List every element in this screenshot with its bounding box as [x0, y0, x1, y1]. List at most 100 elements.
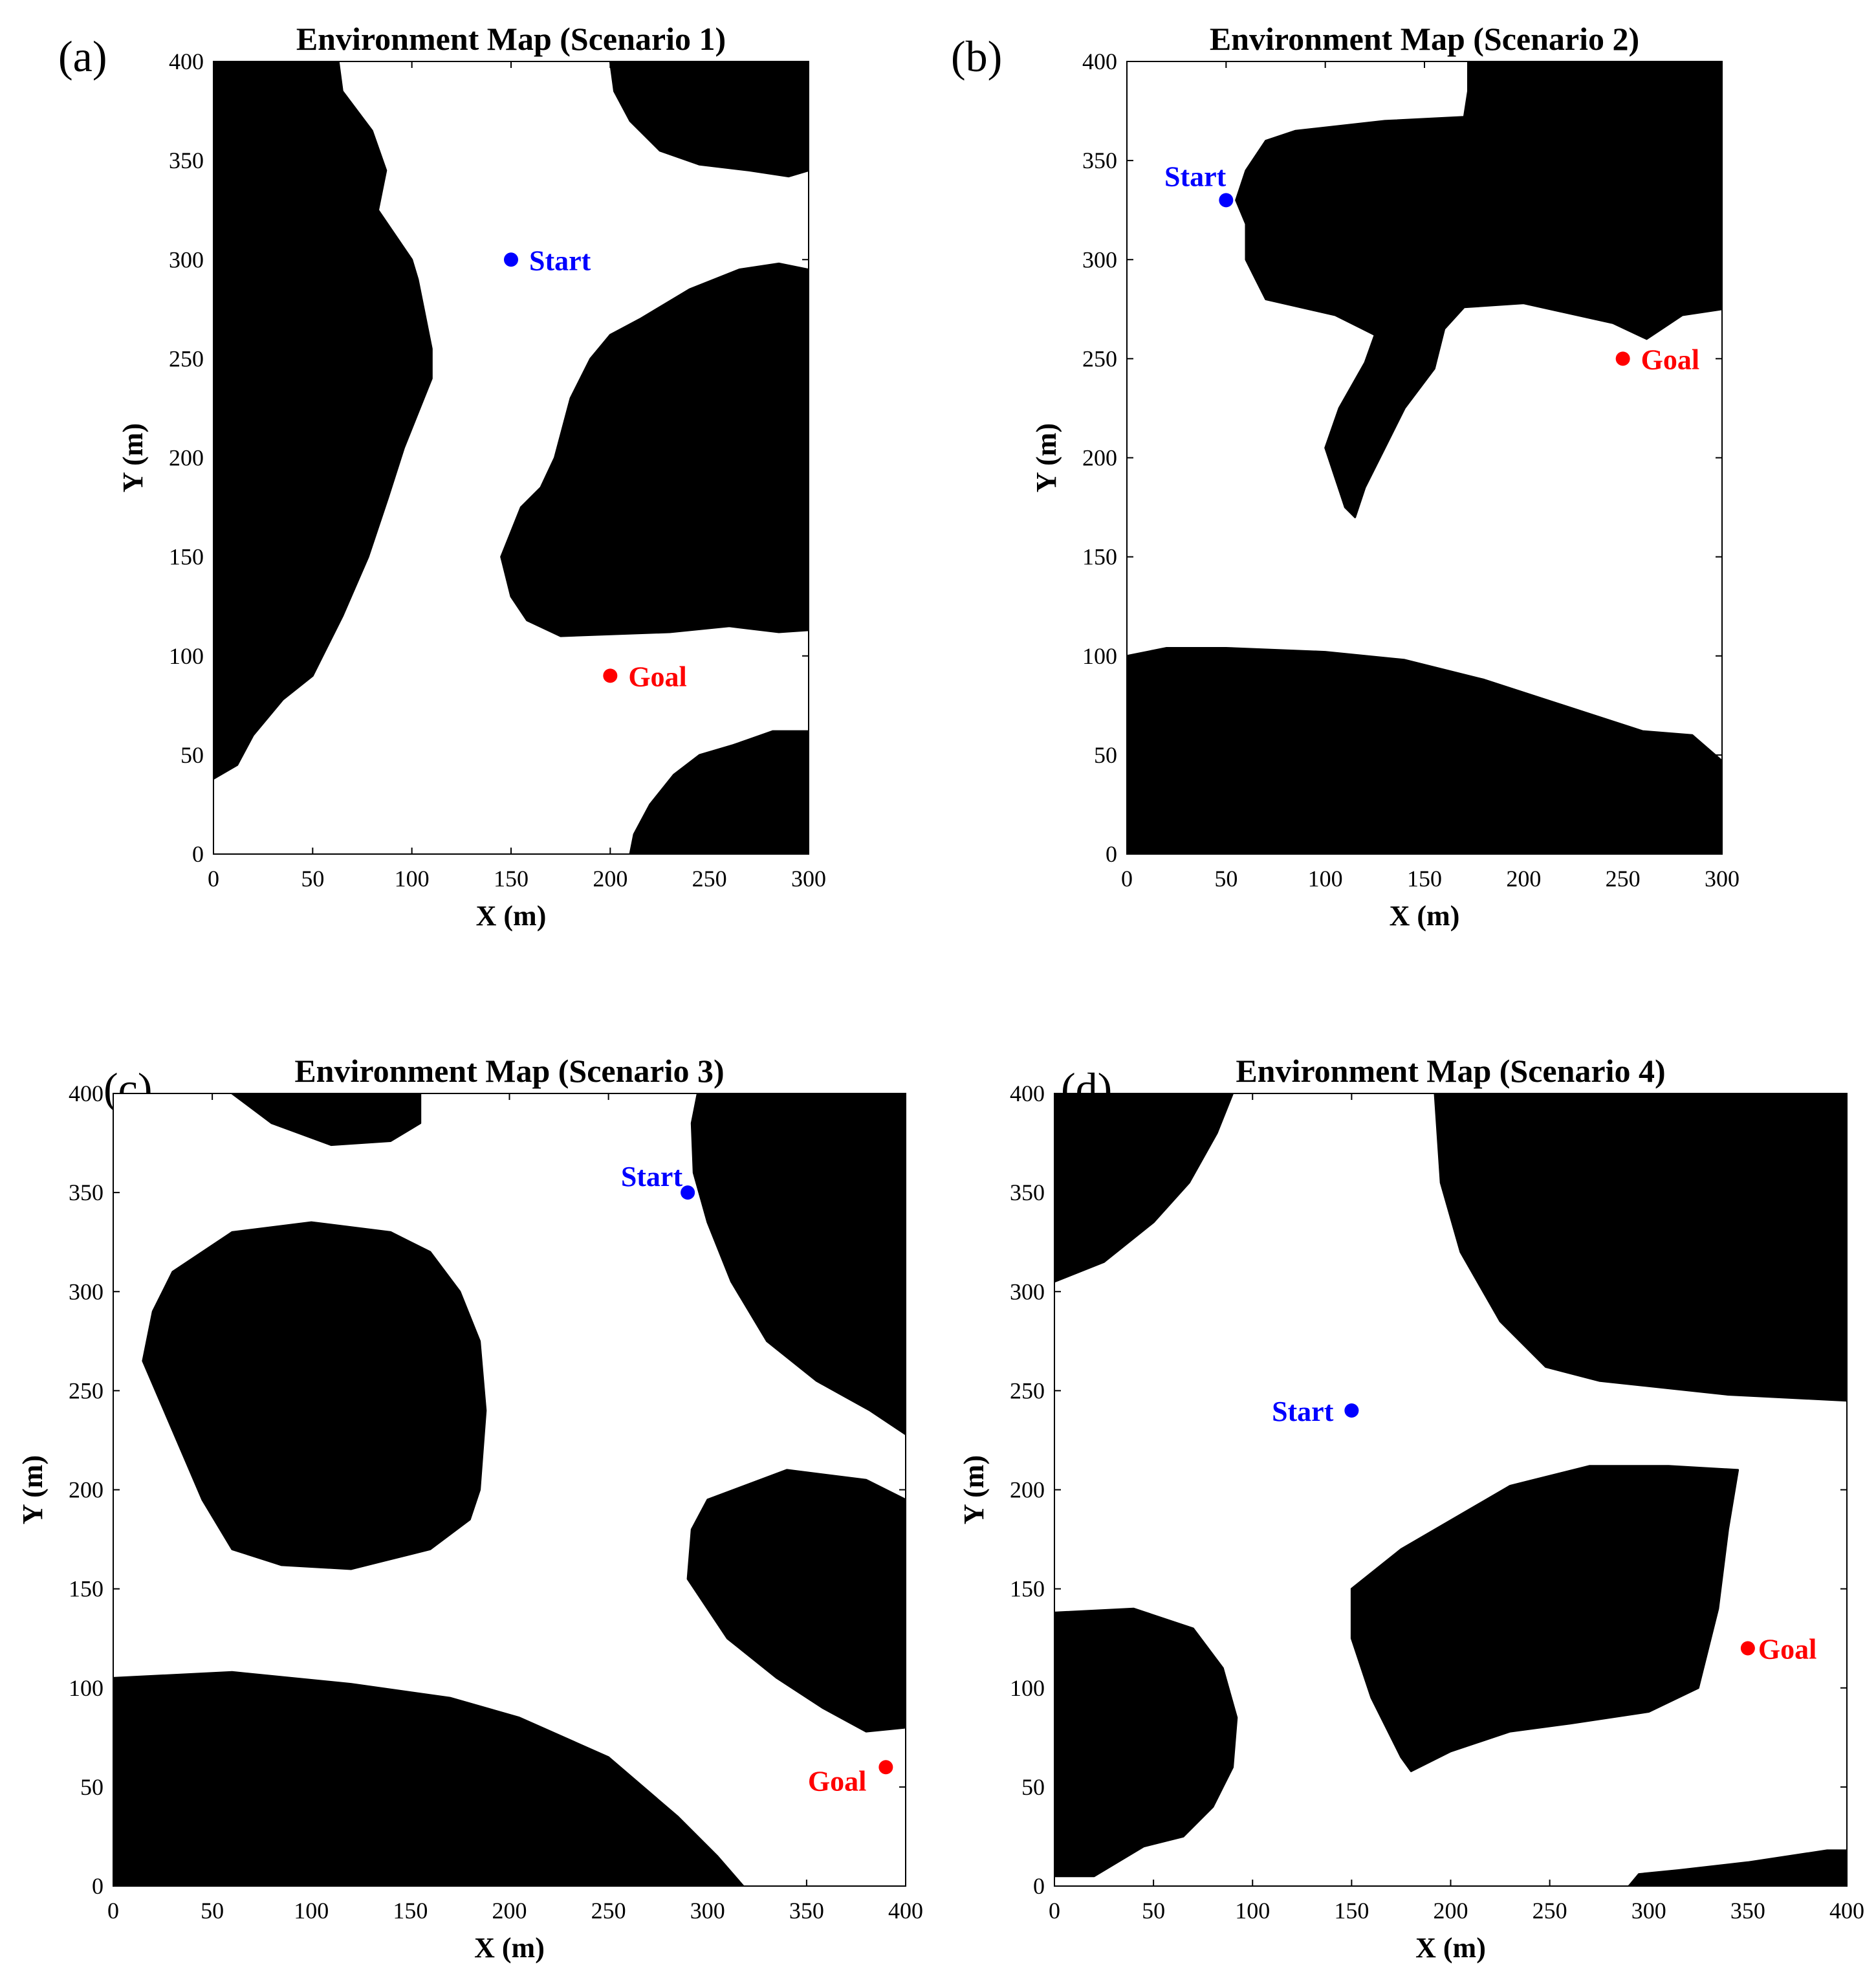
goal-point [603, 668, 618, 683]
y-tick-label: 100 [169, 643, 204, 669]
y-tick-label: 150 [1010, 1576, 1045, 1602]
y-tick-label: 50 [180, 742, 204, 768]
y-tick-label: 350 [69, 1180, 104, 1205]
y-tick-label: 300 [1010, 1279, 1045, 1304]
x-tick-label: 100 [1308, 866, 1343, 892]
y-tick-label: 200 [69, 1477, 104, 1503]
x-tick-label: 150 [494, 866, 529, 892]
x-tick-label: 0 [1049, 1898, 1060, 1924]
x-tick-label: 50 [201, 1898, 224, 1924]
y-tick-label: 350 [1010, 1180, 1045, 1205]
y-tick-label: 250 [1010, 1378, 1045, 1403]
obstacle [1054, 1607, 1238, 1878]
goal-label: Goal [1641, 344, 1699, 375]
x-tick-label: 200 [1434, 1898, 1468, 1924]
obstacle [1628, 1849, 1847, 1886]
obstacles [213, 61, 809, 854]
y-tick-label: 200 [1082, 445, 1117, 471]
x-tick-label: 150 [1407, 866, 1442, 892]
x-tick-label: 300 [1631, 1898, 1666, 1924]
start-label: Start [621, 1161, 683, 1192]
y-tick-label: 50 [1094, 742, 1117, 768]
y-tick-label: 250 [1082, 346, 1117, 371]
goal-label: Goal [628, 661, 686, 692]
y-tick-label: 400 [1082, 49, 1117, 74]
obstacle [686, 1469, 906, 1733]
x-tick-label: 100 [1235, 1898, 1270, 1924]
x-tick-label: 50 [301, 866, 324, 892]
x-axis-label: X (m) [474, 1932, 545, 1964]
panel-label: (b) [951, 32, 1002, 81]
chart-title: Environment Map (Scenario 3) [294, 1053, 724, 1089]
y-tick-label: 300 [69, 1279, 104, 1304]
y-tick-label: 300 [1082, 247, 1117, 272]
chart-title: Environment Map (Scenario 1) [296, 21, 726, 57]
obstacle [1127, 647, 1722, 854]
y-tick-label: 0 [92, 1873, 104, 1899]
x-tick-label: 250 [692, 866, 727, 892]
y-tick-label: 150 [1082, 544, 1117, 570]
x-tick-label: 200 [492, 1898, 527, 1924]
obstacle [609, 61, 809, 178]
y-tick-label: 150 [169, 544, 204, 570]
y-axis-label: Y (m) [117, 423, 149, 492]
obstacle [1350, 1465, 1740, 1772]
start-point [504, 252, 518, 267]
x-tick-label: 200 [593, 866, 627, 892]
obstacle [1434, 1093, 1847, 1402]
y-tick-label: 100 [1082, 643, 1117, 669]
x-tick-label: 250 [591, 1898, 626, 1924]
x-axis-label: X (m) [1390, 900, 1460, 932]
obstacle [113, 1671, 745, 1886]
y-tick-label: 0 [1033, 1873, 1045, 1899]
x-tick-label: 350 [789, 1898, 824, 1924]
obstacle [1235, 61, 1722, 518]
y-tick-label: 50 [1021, 1774, 1045, 1800]
y-tick-label: 250 [169, 346, 204, 371]
obstacle [213, 61, 433, 780]
x-tick-label: 50 [1142, 1898, 1165, 1924]
x-tick-label: 400 [1829, 1898, 1864, 1924]
start-label: Start [1164, 160, 1227, 192]
y-axis-label: Y (m) [17, 1455, 49, 1524]
start-point [681, 1185, 695, 1200]
y-axis-label: Y (m) [1031, 423, 1062, 492]
y-tick-label: 0 [192, 841, 204, 867]
y-tick-label: 200 [1010, 1477, 1045, 1503]
y-tick-label: 100 [69, 1675, 104, 1701]
obstacles [1054, 1093, 1847, 1886]
y-tick-label: 200 [169, 445, 204, 471]
obstacle [500, 262, 809, 637]
x-tick-label: 0 [208, 866, 219, 892]
x-tick-label: 100 [395, 866, 430, 892]
panel-label: (a) [58, 32, 107, 81]
y-tick-label: 100 [1010, 1675, 1045, 1701]
x-tick-label: 250 [1532, 1898, 1567, 1924]
chart-title: Environment Map (Scenario 2) [1210, 21, 1639, 57]
x-tick-label: 0 [107, 1898, 119, 1924]
obstacle [1054, 1093, 1234, 1283]
x-tick-label: 400 [888, 1898, 923, 1924]
chart-title: Environment Map (Scenario 4) [1236, 1053, 1665, 1089]
panel-1: (a) Environment Map (Scenario 1) 0 50 100 150… [58, 21, 826, 932]
goal-label: Goal [808, 1765, 866, 1797]
x-tick-label: 150 [393, 1898, 428, 1924]
obstacle [629, 730, 809, 854]
obstacles [1127, 61, 1722, 854]
y-tick-label: 0 [1106, 841, 1117, 867]
obstacles [113, 1093, 906, 1886]
goal-point [878, 1760, 893, 1775]
x-axis-label: X (m) [476, 900, 547, 932]
panel-4: (d) Environment Map (Scenario 4)0 50 100 150… [958, 1053, 1864, 1964]
start-point [1219, 193, 1234, 208]
goal-point [1615, 351, 1630, 366]
x-tick-label: 50 [1214, 866, 1238, 892]
x-tick-label: 100 [294, 1898, 329, 1924]
x-tick-label: 0 [1121, 866, 1133, 892]
goal-point [1740, 1641, 1755, 1656]
y-axis-label: Y (m) [958, 1455, 990, 1524]
obstacle [142, 1221, 487, 1570]
x-tick-label: 300 [690, 1898, 725, 1924]
y-tick-label: 350 [169, 148, 204, 173]
